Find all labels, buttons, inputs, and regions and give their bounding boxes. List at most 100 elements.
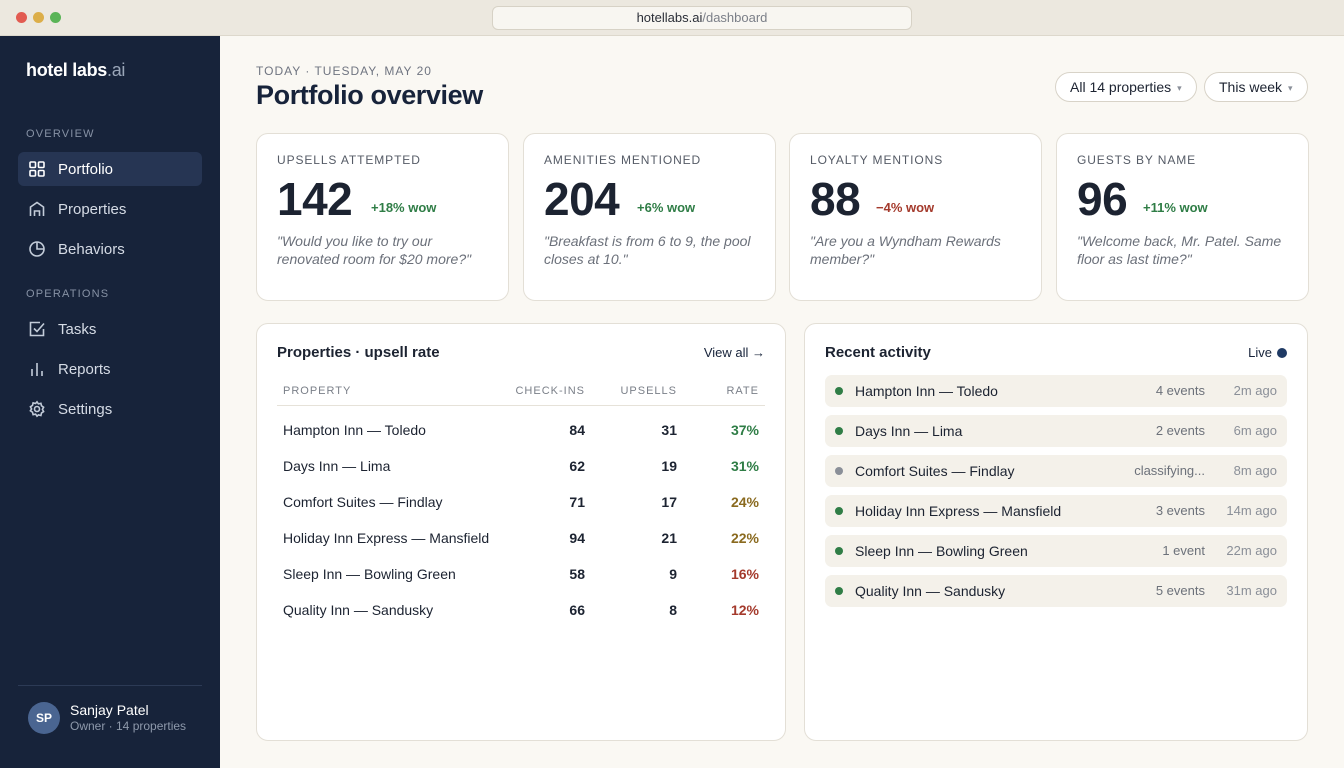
sidebar-item-label: Properties xyxy=(58,200,127,218)
divider xyxy=(18,685,202,686)
activity-panel: Recent activity Live Hampton Inn — Toled… xyxy=(804,323,1308,741)
kpi-card-upsells[interactable]: UPSELLS ATTEMPTED 142 +18% wow "Would yo… xyxy=(256,133,509,301)
table-row[interactable]: Holiday Inn Express — Mansfield 94 21 22% xyxy=(277,520,765,556)
activity-time: 14m ago xyxy=(1226,503,1277,518)
close-window-button[interactable] xyxy=(16,12,27,23)
bar-chart-icon xyxy=(28,360,46,378)
table-row[interactable]: Sleep Inn — Bowling Green 58 9 16% xyxy=(277,556,765,592)
kpi-quote: "Welcome back, Mr. Patel. Same floor as … xyxy=(1077,233,1282,267)
address-bar[interactable]: hotellabs.ai/dashboard xyxy=(492,6,912,30)
kpi-card-guests-by-name[interactable]: GUESTS BY NAME 96 +11% wow "Welcome back… xyxy=(1056,133,1309,301)
url-path: /dashboard xyxy=(702,10,768,25)
sidebar: hotel labs.ai OVERVIEW Portfolio Propert… xyxy=(0,36,220,768)
divider xyxy=(277,405,765,406)
activity-property: Holiday Inn Express — Mansfield xyxy=(855,503,1062,519)
kpi-delta: −4% wow xyxy=(876,200,935,215)
kpi-delta: +11% wow xyxy=(1143,200,1208,215)
rate-cell: 16% xyxy=(730,566,759,582)
status-dot-icon xyxy=(835,427,843,435)
kpi-delta: +6% wow xyxy=(637,200,696,215)
user-role: Owner · 14 properties xyxy=(70,719,187,733)
sidebar-item-portfolio[interactable]: Portfolio xyxy=(18,152,202,186)
property-cell: Hampton Inn — Toledo xyxy=(283,422,426,438)
activity-events: classifying... xyxy=(1134,463,1205,478)
sidebar-item-reports[interactable]: Reports xyxy=(18,352,202,386)
activity-time: 22m ago xyxy=(1226,543,1277,558)
check-ins-cell: 66 xyxy=(569,602,585,618)
live-dot-icon xyxy=(1277,347,1287,358)
kpi-card-amenities[interactable]: AMENITIES MENTIONED 204 +6% wow "Breakfa… xyxy=(523,133,776,301)
sidebar-item-label: Reports xyxy=(58,360,111,378)
pie-chart-icon xyxy=(28,240,46,258)
check-ins-cell: 84 xyxy=(569,422,585,438)
check-ins-cell: 94 xyxy=(569,530,585,546)
table-row[interactable]: Quality Inn — Sandusky 66 8 12% xyxy=(277,592,765,628)
kpi-quote: "Are you a Wyndham Rewards member?" xyxy=(810,233,1001,267)
check-ins-cell: 62 xyxy=(569,458,585,474)
list-item[interactable]: Days Inn — Lima 2 events 6m ago xyxy=(825,415,1287,447)
upsells-cell: 9 xyxy=(669,566,677,582)
sidebar-item-behaviors[interactable]: Behaviors xyxy=(18,232,202,266)
column-header-property[interactable]: PROPERTY xyxy=(283,385,352,397)
kpi-label: AMENITIES MENTIONED xyxy=(544,153,702,167)
kpi-label: GUESTS BY NAME xyxy=(1077,153,1197,167)
kpi-label: LOYALTY MENTIONS xyxy=(810,153,944,167)
section-label-operations: OPERATIONS xyxy=(26,288,110,300)
sidebar-item-properties[interactable]: Properties xyxy=(18,192,202,226)
kpi-value: 142 xyxy=(277,173,353,225)
column-header-rate[interactable]: RATE xyxy=(726,385,759,397)
status-dot-icon xyxy=(835,507,843,515)
upsells-cell: 19 xyxy=(661,458,677,474)
status-dot-icon xyxy=(835,587,843,595)
activity-property: Days Inn — Lima xyxy=(855,423,963,439)
browser-chrome: hotellabs.ai/dashboard xyxy=(0,0,1344,36)
activity-time: 8m ago xyxy=(1233,463,1277,478)
kpi-value: 204 xyxy=(544,173,620,225)
status-dot-icon xyxy=(835,387,843,395)
grid-icon xyxy=(28,160,46,178)
table-row[interactable]: Hampton Inn — Toledo 84 31 37% xyxy=(277,412,765,448)
panel-title: Recent activity xyxy=(825,344,931,361)
rate-cell: 31% xyxy=(730,458,759,474)
status-dot-icon xyxy=(835,547,843,555)
properties-filter-label: All 14 properties xyxy=(1070,79,1172,95)
property-cell: Sleep Inn — Bowling Green xyxy=(283,566,456,582)
maximize-window-button[interactable] xyxy=(50,12,61,23)
table-row[interactable]: Comfort Suites — Findlay 71 17 24% xyxy=(277,484,765,520)
activity-time: 31m ago xyxy=(1226,583,1277,598)
properties-filter-dropdown[interactable]: All 14 properties ▾ xyxy=(1055,72,1197,102)
activity-events: 4 events xyxy=(1155,383,1205,398)
activity-events: 3 events xyxy=(1155,503,1205,518)
kpi-card-loyalty[interactable]: LOYALTY MENTIONS 88 −4% wow "Are you a W… xyxy=(789,133,1042,301)
logo-main: hotel labs xyxy=(26,60,108,80)
user-name[interactable]: Sanjay Patel xyxy=(70,702,149,718)
section-label-overview: OVERVIEW xyxy=(26,128,95,140)
upsells-cell: 17 xyxy=(661,494,677,510)
activity-property: Sleep Inn — Bowling Green xyxy=(855,543,1028,559)
list-item[interactable]: Sleep Inn — Bowling Green 1 event 22m ago xyxy=(825,535,1287,567)
activity-property: Comfort Suites — Findlay xyxy=(855,463,1015,479)
list-item[interactable]: Comfort Suites — Findlay classifying... 8m… xyxy=(825,455,1287,487)
minimize-window-button[interactable] xyxy=(33,12,44,23)
upsells-cell: 31 xyxy=(661,422,677,438)
table-row[interactable]: Days Inn — Lima 62 19 31% xyxy=(277,448,765,484)
period-filter-dropdown[interactable]: This week ▾ xyxy=(1204,72,1308,102)
column-header-check-ins[interactable]: CHECK-INS xyxy=(515,385,585,397)
list-item[interactable]: Holiday Inn Express — Mansfield 3 events 1… xyxy=(825,495,1287,527)
column-header-upsells[interactable]: UPSELLS xyxy=(620,385,677,397)
live-indicator[interactable]: Live xyxy=(1248,345,1287,360)
activity-time: 6m ago xyxy=(1233,423,1277,438)
list-item[interactable]: Hampton Inn — Toledo 4 events 2m ago xyxy=(825,375,1287,407)
kpi-quote: "Breakfast is from 6 to 9, the pool clos… xyxy=(544,233,751,267)
status-dot-icon xyxy=(835,467,843,475)
sidebar-item-tasks[interactable]: Tasks xyxy=(18,312,202,346)
list-item[interactable]: Quality Inn — Sandusky 5 events 31m ago xyxy=(825,575,1287,607)
sidebar-item-settings[interactable]: Settings xyxy=(18,392,202,426)
properties-panel: Properties · upsell rate View all → PROP… xyxy=(256,323,786,741)
rate-cell: 37% xyxy=(730,422,759,438)
checkbox-icon xyxy=(28,320,46,338)
rate-cell: 22% xyxy=(730,530,759,546)
avatar[interactable]: SP xyxy=(28,702,60,734)
app-logo[interactable]: hotel labs.ai xyxy=(26,60,125,81)
view-all-link[interactable]: View all → xyxy=(703,345,765,360)
